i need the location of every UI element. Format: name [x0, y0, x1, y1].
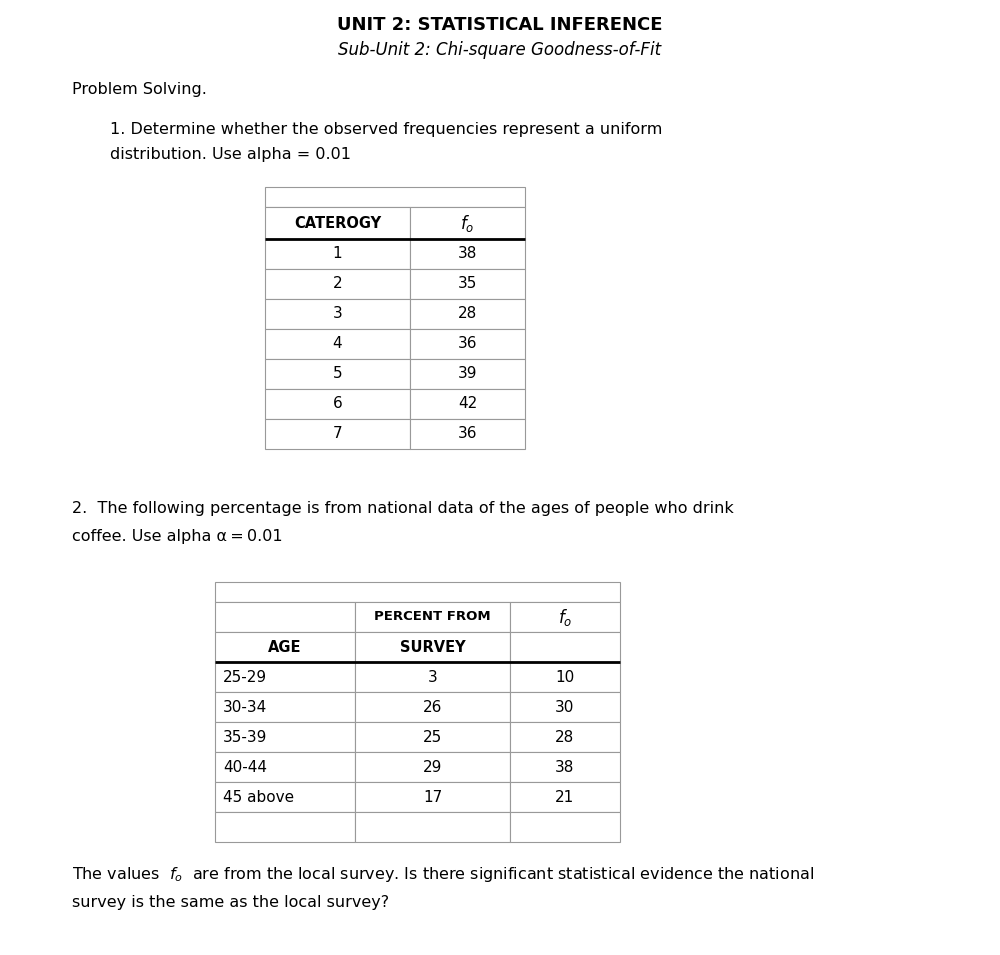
Bar [355, 632, 510, 662]
Bar [355, 722, 510, 752]
Bar [355, 782, 510, 812]
Bar [355, 752, 510, 782]
Text: 7: 7 [333, 427, 342, 441]
Text: 38: 38 [555, 759, 575, 775]
Text: 6: 6 [333, 396, 342, 412]
Bar [215, 812, 355, 842]
Text: The values  $f_o$  are from the local survey. Is there significant statistical e: The values $f_o$ are from the local surv… [72, 864, 814, 883]
Text: 1. Determine whether the observed frequencies represent a uniform: 1. Determine whether the observed freque… [110, 122, 662, 138]
Bar [510, 722, 620, 752]
Text: 28: 28 [555, 730, 575, 745]
Bar [215, 582, 620, 602]
Text: survey is the same as the local survey?: survey is the same as the local survey? [72, 895, 389, 909]
Text: 3: 3 [428, 669, 437, 685]
Text: 3: 3 [333, 307, 342, 322]
Text: PERCENT FROM: PERCENT FROM [374, 610, 491, 624]
Text: UNIT 2: STATISTICAL INFERENCE: UNIT 2: STATISTICAL INFERENCE [337, 16, 663, 34]
Text: 42: 42 [458, 396, 477, 412]
Bar [410, 389, 525, 419]
Text: 25-29: 25-29 [223, 669, 267, 685]
Text: 36: 36 [458, 427, 477, 441]
Text: 28: 28 [458, 307, 477, 322]
Bar [510, 602, 620, 632]
Bar [215, 662, 355, 692]
Text: 5: 5 [333, 367, 342, 381]
Bar [410, 207, 525, 239]
Text: SURVEY: SURVEY [400, 640, 465, 654]
Bar [510, 692, 620, 722]
Bar [355, 662, 510, 692]
Bar [265, 269, 410, 299]
Text: $f_o$: $f_o$ [558, 606, 572, 627]
Bar [410, 269, 525, 299]
Text: 26: 26 [423, 699, 442, 714]
Bar [410, 419, 525, 449]
Bar [410, 359, 525, 389]
Bar [265, 389, 410, 419]
Text: 2.  The following percentage is from national data of the ages of people who dri: 2. The following percentage is from nati… [72, 501, 734, 517]
Text: Problem Solving.: Problem Solving. [72, 82, 207, 97]
Text: 40-44: 40-44 [223, 759, 267, 775]
Bar [410, 329, 525, 359]
Text: 30-34: 30-34 [223, 699, 267, 714]
Text: 1: 1 [333, 246, 342, 262]
Bar [265, 359, 410, 389]
Bar [510, 662, 620, 692]
Bar [265, 419, 410, 449]
Text: AGE: AGE [268, 640, 302, 654]
Text: 17: 17 [423, 790, 442, 804]
Text: 25: 25 [423, 730, 442, 745]
Text: 38: 38 [458, 246, 477, 262]
Text: 29: 29 [423, 759, 442, 775]
Bar [510, 782, 620, 812]
Bar [215, 632, 355, 662]
Bar [215, 782, 355, 812]
Text: 45 above: 45 above [223, 790, 294, 804]
Bar [215, 692, 355, 722]
Text: 30: 30 [555, 699, 575, 714]
Bar [265, 187, 525, 207]
Bar [410, 299, 525, 329]
Bar [510, 812, 620, 842]
Text: 35-39: 35-39 [223, 730, 267, 745]
Text: 21: 21 [555, 790, 575, 804]
Text: 4: 4 [333, 336, 342, 351]
Bar [265, 239, 410, 269]
Bar [355, 692, 510, 722]
Text: coffee. Use alpha α = 0.01: coffee. Use alpha α = 0.01 [72, 529, 283, 544]
Text: Sub-Unit 2: Chi-square Goodness-of-Fit: Sub-Unit 2: Chi-square Goodness-of-Fit [338, 41, 662, 59]
Text: $f_o$: $f_o$ [460, 213, 475, 234]
Bar [265, 329, 410, 359]
Text: 39: 39 [458, 367, 477, 381]
Bar [410, 239, 525, 269]
Text: 36: 36 [458, 336, 477, 351]
Text: 35: 35 [458, 277, 477, 291]
Bar [510, 752, 620, 782]
Bar [355, 812, 510, 842]
Bar [265, 207, 410, 239]
Text: 2: 2 [333, 277, 342, 291]
Bar [265, 299, 410, 329]
Text: CATEROGY: CATEROGY [294, 216, 381, 230]
Text: distribution. Use alpha = 0.01: distribution. Use alpha = 0.01 [110, 147, 351, 162]
Bar [215, 752, 355, 782]
Bar [355, 602, 510, 632]
Bar [510, 632, 620, 662]
Bar [215, 602, 355, 632]
Bar [215, 722, 355, 752]
Text: 10: 10 [555, 669, 575, 685]
